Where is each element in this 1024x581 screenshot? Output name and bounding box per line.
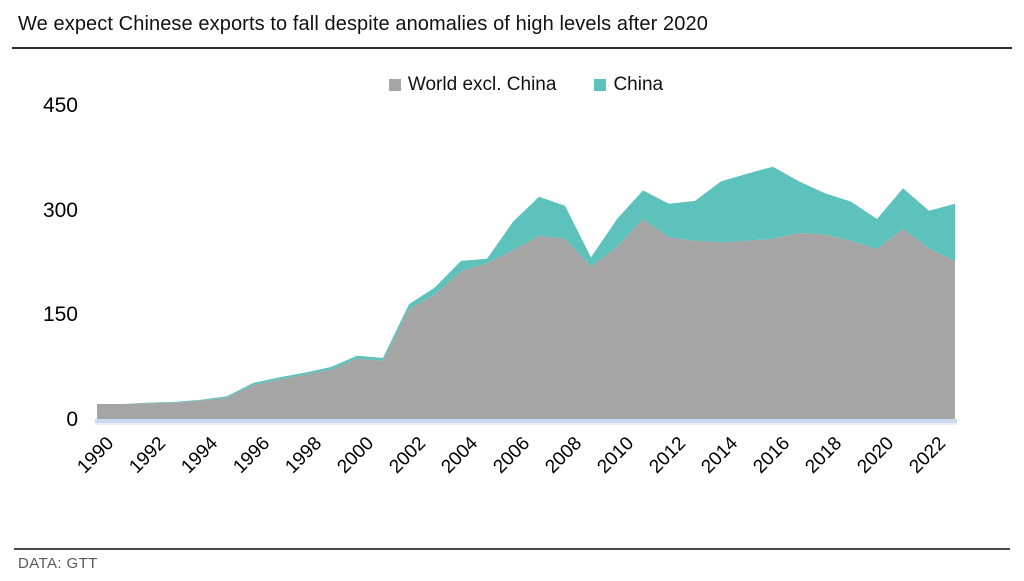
x-tick-label: 1992 — [125, 433, 170, 478]
legend: World excl. China China — [97, 74, 955, 96]
data-source: DATA: GTT — [18, 555, 98, 572]
y-tick-label: 300 — [42, 198, 78, 222]
x-tick-label: 2006 — [489, 433, 534, 478]
x-tick-label: 1990 — [73, 433, 118, 478]
y-tick-label: 0 — [66, 408, 78, 431]
title-rule — [12, 47, 1012, 49]
world-excl-china-area — [97, 219, 955, 420]
x-tick-label: 2008 — [541, 433, 586, 478]
x-tick-label: 1998 — [281, 433, 326, 478]
x-tick-label: 2002 — [385, 433, 430, 478]
x-tick-label: 1996 — [229, 433, 274, 478]
x-tick-label: 2016 — [749, 433, 794, 478]
x-tick-label: 2020 — [853, 433, 898, 478]
china-legend-label: China — [613, 74, 664, 95]
x-tick-label: 2022 — [905, 433, 950, 478]
x-axis-baseline — [95, 423, 957, 425]
y-axis-labels: 0 150 300 450 — [0, 0, 78, 581]
x-tick-label: 2010 — [593, 433, 638, 478]
y-tick-label: 150 — [42, 303, 78, 327]
x-tick-label: 2012 — [645, 433, 690, 478]
china-area — [97, 166, 955, 404]
chart-title: We expect Chinese exports to fall despit… — [18, 13, 708, 35]
x-tick-label: 1994 — [177, 433, 222, 478]
china-legend-swatch-icon — [594, 79, 607, 91]
x-tick-label: 2014 — [697, 433, 742, 478]
x-tick-label: 2018 — [801, 433, 846, 478]
legend-item-china: China — [594, 74, 663, 96]
x-tick-label: 2000 — [333, 433, 378, 478]
legend-item-world: World excl. China — [388, 74, 557, 96]
x-tick-label: 2004 — [437, 433, 482, 478]
world-legend-swatch-icon — [388, 79, 401, 91]
y-tick-label: 450 — [42, 94, 78, 117]
x-axis-baseline — [95, 419, 957, 423]
world-legend-label: World excl. China — [407, 74, 557, 95]
footer-rule — [14, 548, 1010, 550]
